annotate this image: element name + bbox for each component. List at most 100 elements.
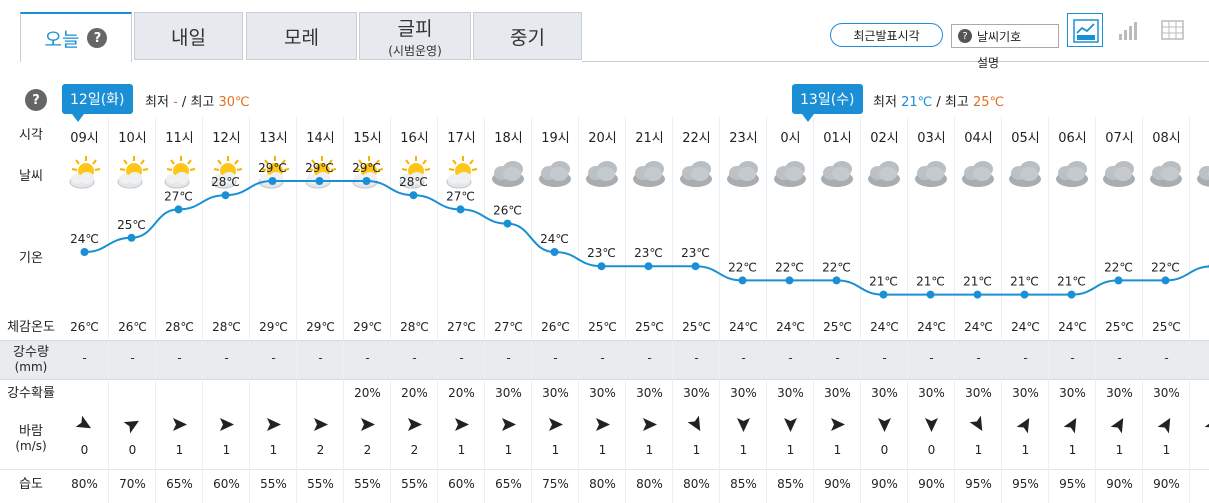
humidity-value: 55% xyxy=(401,477,428,491)
wind-direction-icon xyxy=(171,416,188,433)
hour-column: 10시 26℃ - 0 70% xyxy=(108,117,155,503)
feels-like-value: 29℃ xyxy=(306,320,335,334)
feels-like-value: 26℃ xyxy=(70,320,99,334)
wind-label: 바람 xyxy=(19,424,43,439)
feels-like-value: 24℃ xyxy=(729,320,758,334)
feels-like-value: 25℃ xyxy=(1152,320,1181,334)
temperature-point xyxy=(1161,276,1170,285)
wind-direction-icon xyxy=(265,416,282,433)
rain-amount-value: - xyxy=(130,351,135,365)
rain-probability-value: 30% xyxy=(495,386,522,400)
cloudy-icon xyxy=(1052,154,1092,190)
recent-release-button[interactable]: 최근발표시각 xyxy=(830,23,943,47)
rain-amount-value: - xyxy=(600,351,605,365)
temperature-point xyxy=(597,262,606,271)
rain-amount-value: - xyxy=(694,351,699,365)
humidity-value: 70% xyxy=(119,477,146,491)
row-label-wind: 바람 (m/s) xyxy=(0,424,62,454)
tab-midterm[interactable]: 중기 xyxy=(473,12,582,60)
hour-label: 16시 xyxy=(400,131,429,146)
bar-view-button[interactable] xyxy=(1111,13,1147,47)
wind-speed-value: 1 xyxy=(504,443,513,457)
wind-speed-value: 1 xyxy=(222,443,231,457)
bar-view-icon xyxy=(1119,22,1137,40)
rain-amount-value: - xyxy=(882,351,887,365)
row-label-weather: 날씨 xyxy=(19,169,43,184)
wind-speed-value: 2 xyxy=(410,443,419,457)
weather-symbol-button[interactable]: ? 날씨기호 xyxy=(951,24,1059,48)
humidity-value: 95% xyxy=(1059,477,1086,491)
humidity-value: 90% xyxy=(1106,477,1133,491)
tab-day-after[interactable]: 모레 xyxy=(246,12,357,60)
temperature-point xyxy=(1020,290,1029,299)
temperature-label: 21℃ xyxy=(916,275,945,289)
hour-label: 20시 xyxy=(588,131,617,146)
wind-speed-value: 1 xyxy=(1021,443,1030,457)
help-icon[interactable]: ? xyxy=(87,28,108,48)
temperature-label: 21℃ xyxy=(963,275,992,289)
day-badge: 13일(수) xyxy=(792,84,863,122)
hour-label: 21시 xyxy=(635,131,664,146)
wind-direction-icon xyxy=(218,416,235,433)
hour-label: 07시 xyxy=(1105,131,1134,146)
row-label-temp: 기온 xyxy=(19,251,43,266)
help-icon[interactable]: ? xyxy=(25,89,47,111)
wind-direction-icon xyxy=(500,416,517,433)
max-value: 25℃ xyxy=(972,95,1005,110)
rain-probability-value: 30% xyxy=(1059,386,1086,400)
feels-like-value: 28℃ xyxy=(212,320,241,334)
wind-direction-icon xyxy=(75,415,93,433)
hour-column: 16시 28℃ - 20% 2 55% xyxy=(390,117,437,503)
feels-like-value: 24℃ xyxy=(917,320,946,334)
hour-label: 03시 xyxy=(917,131,946,146)
temperature-point xyxy=(127,233,136,242)
graph-view-button[interactable] xyxy=(1067,13,1103,47)
humidity-value: 90% xyxy=(918,477,945,491)
temperature-label: 22℃ xyxy=(775,260,804,274)
tab-third-day[interactable]: 글피 (시범운영) xyxy=(359,12,471,60)
hour-label: 13시 xyxy=(259,131,288,146)
temperature-point xyxy=(832,276,841,285)
feels-like-value: 27℃ xyxy=(494,320,523,334)
temperature-point xyxy=(174,205,183,214)
feels-like-value: 28℃ xyxy=(400,320,429,334)
rain-probability-value: 20% xyxy=(401,386,428,400)
tab-today[interactable]: 오늘 ? xyxy=(20,12,132,62)
humidity-value: 65% xyxy=(166,477,193,491)
weather-symbol-explain[interactable]: 설명 xyxy=(977,56,1000,70)
hour-column: 02-38 xyxy=(1189,117,1209,503)
temperature-point xyxy=(409,191,418,200)
feels-like-value: 24℃ xyxy=(1058,320,1087,334)
tab-divider xyxy=(582,61,1209,62)
wind-speed-value: 0 xyxy=(880,443,889,457)
rain-unit: (mm) xyxy=(14,360,48,374)
separator: / xyxy=(936,95,941,110)
table-view-button[interactable] xyxy=(1155,13,1191,47)
hour-label: 11시 xyxy=(165,131,194,146)
cloudy-icon xyxy=(911,154,951,190)
temperature-point xyxy=(926,290,935,299)
wind-speed-value: 1 xyxy=(457,443,466,457)
wind-direction-icon xyxy=(687,415,705,433)
tab-tomorrow[interactable]: 내일 xyxy=(134,12,243,60)
temperature-point xyxy=(550,248,559,256)
rain-amount-value: - xyxy=(1070,351,1075,365)
day-minmax: 최저 - / 최고 30℃ xyxy=(145,91,250,110)
temperature-label: 27℃ xyxy=(446,189,475,203)
rain-probability-value: 30% xyxy=(636,386,663,400)
temperature-point xyxy=(456,205,465,214)
wind-speed-value: 1 xyxy=(1115,443,1124,457)
temperature-label: 22℃ xyxy=(728,260,757,274)
hour-label: 06시 xyxy=(1058,131,1087,146)
tab-third-day-sub: (시범운영) xyxy=(388,43,442,58)
feels-like-value: 25℃ xyxy=(588,320,617,334)
humidity-value: 60% xyxy=(213,477,240,491)
feels-like-value: 27℃ xyxy=(447,320,476,334)
hour-label: 08시 xyxy=(1152,131,1181,146)
row-label-time: 시각 xyxy=(19,128,43,143)
row-divider xyxy=(0,469,1209,470)
temperature-point xyxy=(1067,290,1076,299)
wind-speed-value: 1 xyxy=(974,443,983,457)
temperature-point xyxy=(691,262,700,271)
